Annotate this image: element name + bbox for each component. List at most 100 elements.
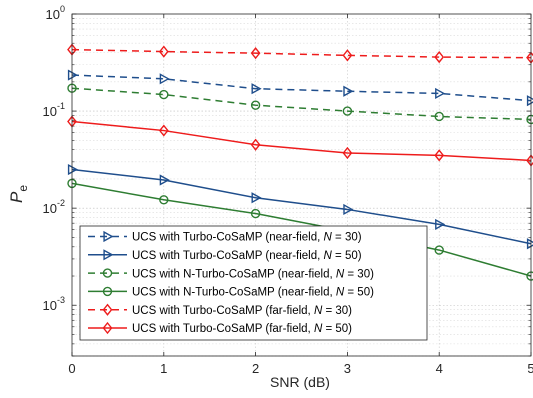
y-axis-label-sub: e bbox=[16, 185, 30, 192]
axes-box bbox=[71, 13, 532, 357]
x-tick-label: 5 bbox=[527, 361, 533, 376]
series-2 bbox=[67, 163, 533, 250]
marker-circle bbox=[434, 111, 444, 122]
legend-label-variable: N bbox=[336, 287, 345, 299]
legend-label-variable: N bbox=[336, 268, 345, 280]
x-axis-label: SNR (dB) bbox=[270, 374, 330, 390]
series-1 bbox=[67, 69, 533, 107]
marker-triangle-right bbox=[103, 230, 114, 243]
marker-diamond bbox=[250, 47, 261, 60]
marker-diamond bbox=[434, 149, 445, 162]
legend-entry: UCS with Turbo-CoSaMP (far-field, N = 50… bbox=[88, 321, 352, 335]
legend-label-prefix: UCS with Turbo-CoSaMP (near-field, bbox=[132, 232, 324, 244]
series-line bbox=[71, 120, 532, 162]
y-tick-label-base: 10 bbox=[46, 7, 60, 22]
series-line bbox=[71, 87, 532, 121]
y-tick-label-base: 10 bbox=[43, 298, 57, 313]
marker-circle bbox=[159, 89, 169, 100]
legend-label-prefix: UCS with Turbo-CoSaMP (far-field, bbox=[132, 323, 314, 335]
legend-label: UCS with Turbo-CoSaMP (near-field, N = 5… bbox=[132, 250, 362, 262]
legend: UCS with Turbo-CoSaMP (near-field, N = 3… bbox=[79, 225, 428, 341]
marker-diamond bbox=[102, 321, 113, 335]
legend-label-variable: N bbox=[314, 323, 323, 335]
x-tick-label: 3 bbox=[344, 361, 351, 376]
legend-label: UCS with N-Turbo-CoSaMP (near-field, N =… bbox=[132, 287, 374, 299]
legend-entry: UCS with N-Turbo-CoSaMP (near-field, N =… bbox=[88, 268, 374, 280]
marker-diamond bbox=[102, 303, 113, 316]
legend-label-suffix: = 30) bbox=[332, 232, 362, 244]
legend-label-suffix: = 30) bbox=[344, 268, 374, 280]
marker-triangle-right bbox=[526, 95, 533, 107]
series-line bbox=[71, 168, 532, 245]
legend-entry: UCS with Turbo-CoSaMP (near-field, N = 3… bbox=[88, 230, 362, 244]
series-line bbox=[71, 48, 532, 59]
legend-label-variable: N bbox=[314, 305, 323, 317]
marker-circle bbox=[250, 100, 261, 110]
y-tick-label-exponent: -2 bbox=[57, 198, 65, 208]
y-tick-label-base: 10 bbox=[43, 201, 57, 216]
legend-label-prefix: UCS with N-Turbo-CoSaMP (near-field, bbox=[132, 268, 336, 280]
marker-circle bbox=[102, 268, 113, 278]
series-line bbox=[71, 74, 532, 102]
legend-entry: UCS with Turbo-CoSaMP (near-field, N = 5… bbox=[88, 249, 362, 262]
marker-circle bbox=[159, 195, 169, 205]
marker-triangle-right bbox=[343, 85, 354, 97]
marker-diamond bbox=[342, 49, 353, 62]
marker-diamond bbox=[158, 45, 169, 58]
legend-label-variable: N bbox=[324, 232, 333, 244]
marker-triangle-right bbox=[251, 83, 262, 95]
marker-triangle-right bbox=[103, 249, 114, 261]
marker-diamond bbox=[342, 146, 353, 160]
marker-circle bbox=[342, 106, 353, 116]
svg-text:Pe: Pe bbox=[7, 185, 30, 203]
x-tick-label: 0 bbox=[68, 361, 75, 376]
y-tick-label-exponent: 0 bbox=[60, 4, 65, 14]
legend-entry: UCS with Turbo-CoSaMP (far-field, N = 30… bbox=[88, 303, 352, 317]
y-axis-label-main: P bbox=[7, 191, 26, 203]
marker-triangle-right bbox=[435, 218, 446, 231]
marker-triangle-right bbox=[526, 238, 533, 250]
marker-triangle-right bbox=[251, 192, 262, 204]
legend-label-prefix: UCS with Turbo-CoSaMP (far-field, bbox=[132, 305, 314, 317]
x-tick-label: 1 bbox=[160, 361, 167, 376]
x-tick-label: 4 bbox=[436, 361, 443, 376]
legend-label-suffix: = 50) bbox=[322, 323, 352, 335]
y-tick-label: 10-1 bbox=[43, 101, 65, 119]
legend-label-prefix: UCS with N-Turbo-CoSaMP (near-field, bbox=[132, 287, 336, 299]
legend-entry: UCS with N-Turbo-CoSaMP (near-field, N =… bbox=[88, 287, 374, 299]
legend-box bbox=[79, 225, 428, 341]
legend-label: UCS with Turbo-CoSaMP (far-field, N = 50… bbox=[132, 323, 352, 335]
y-axis-label: Pe bbox=[7, 185, 30, 203]
y-tick-label-exponent: -3 bbox=[57, 295, 65, 305]
marker-triangle-right bbox=[343, 203, 354, 216]
marker-triangle-right bbox=[159, 174, 170, 186]
marker-triangle-right bbox=[159, 73, 170, 85]
marker-diamond bbox=[158, 124, 169, 137]
legend-label: UCS with N-Turbo-CoSaMP (near-field, N =… bbox=[132, 268, 374, 280]
marker-triangle-right bbox=[435, 87, 446, 100]
y-tick-label-base: 10 bbox=[43, 104, 57, 119]
marker-triangle-right bbox=[67, 69, 79, 81]
marker-triangle-right bbox=[67, 163, 79, 176]
legend-label-suffix: = 30) bbox=[322, 305, 352, 317]
legend-label: UCS with Turbo-CoSaMP (near-field, N = 3… bbox=[132, 232, 362, 244]
y-tick-label-exponent: -1 bbox=[57, 101, 65, 111]
legend-label-variable: N bbox=[324, 250, 333, 262]
y-tick-label: 100 bbox=[46, 4, 65, 22]
x-tick-label: 2 bbox=[252, 361, 259, 376]
grid bbox=[72, 14, 531, 357]
series-line bbox=[71, 182, 532, 277]
legend-label-suffix: = 50) bbox=[344, 287, 374, 299]
legend-label-suffix: = 50) bbox=[332, 250, 362, 262]
legend-label: UCS with Turbo-CoSaMP (far-field, N = 30… bbox=[132, 305, 352, 317]
y-tick-label: 10-3 bbox=[43, 295, 65, 313]
legend-label-prefix: UCS with Turbo-CoSaMP (near-field, bbox=[132, 250, 324, 262]
marker-circle bbox=[250, 208, 261, 219]
marker-circle bbox=[434, 245, 444, 255]
marker-diamond bbox=[434, 50, 445, 64]
y-tick-label: 10-2 bbox=[43, 198, 65, 216]
marker-circle bbox=[102, 286, 113, 297]
marker-diamond bbox=[250, 138, 261, 151]
